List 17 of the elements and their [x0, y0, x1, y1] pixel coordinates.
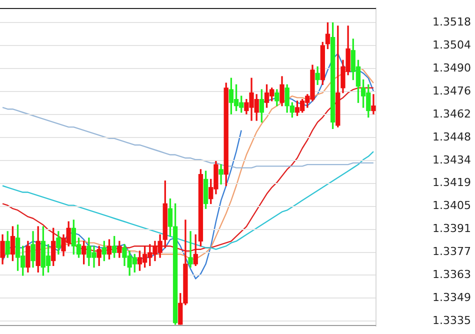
y-tick-label: 1.3363 — [432, 268, 471, 281]
y-tick-label: 1.3405 — [432, 199, 471, 212]
y-tick-label: 1.3335 — [432, 314, 471, 327]
y-tick-label: 1.3490 — [432, 62, 471, 75]
y-tick-label: 1.3476 — [432, 84, 471, 98]
candlestick — [218, 164, 224, 184]
y-tick-label: 1.3504 — [432, 38, 471, 52]
y-tick-label: 1.3419 — [432, 176, 471, 190]
candlestick — [188, 231, 193, 268]
y-tick-label: 1.3377 — [432, 245, 471, 258]
y-tick-label: 1.3349 — [432, 290, 471, 304]
y-tick-label: 1.3518 — [432, 16, 471, 29]
y-tick-label: 1.3391 — [432, 222, 471, 236]
y-tick-label: 1.3462 — [432, 107, 471, 120]
candlestick — [371, 94, 376, 114]
y-tick-label: 1.3448 — [432, 130, 471, 144]
y-tick-label: 1.3434 — [432, 153, 471, 166]
